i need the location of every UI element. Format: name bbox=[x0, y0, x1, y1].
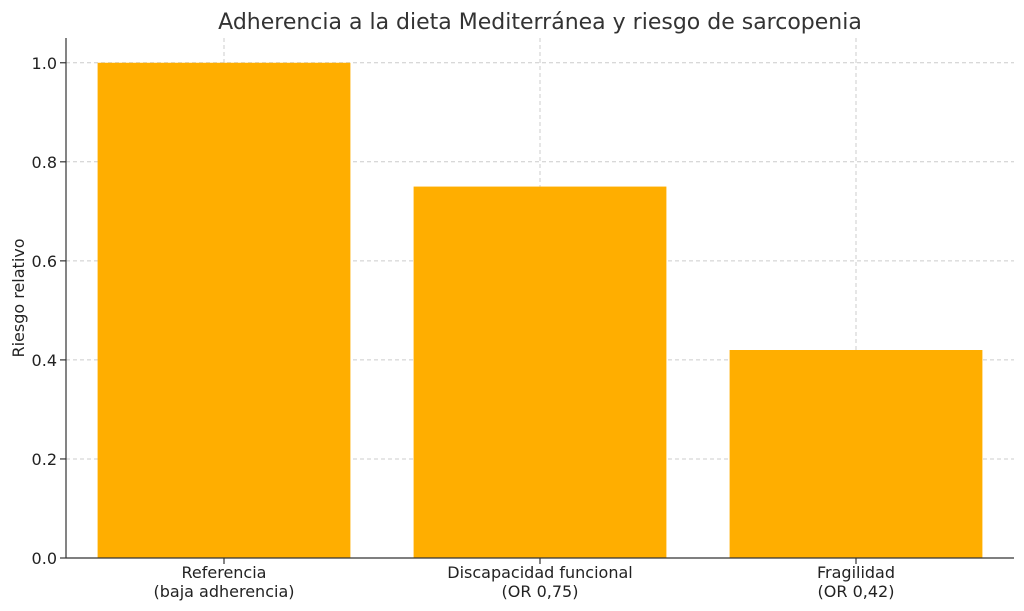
bar bbox=[413, 186, 667, 559]
x-tick-label: Discapacidad funcional (OR 0,75) bbox=[447, 563, 632, 601]
x-tick-label-line: Fragilidad bbox=[817, 563, 895, 582]
tick-layer: 0.0 0.2 0.4 0.6 0.8 1.0 Referencia (baja adhere… bbox=[32, 54, 895, 601]
bar-layer bbox=[97, 62, 983, 559]
x-tick-label-line: (OR 0,75) bbox=[502, 582, 579, 601]
y-tick-label: 0.0 bbox=[32, 549, 57, 568]
chart-title: Adherencia a la dieta Mediterránea y rie… bbox=[218, 10, 862, 35]
bar bbox=[729, 350, 983, 558]
x-tick-label-line: Discapacidad funcional bbox=[447, 563, 632, 582]
y-tick-label: 0.6 bbox=[32, 252, 57, 271]
y-axis-label: Riesgo relativo bbox=[9, 238, 28, 357]
x-tick-label: Fragilidad (OR 0,42) bbox=[817, 563, 895, 601]
y-tick-label: 1.0 bbox=[32, 54, 57, 73]
axis-layer bbox=[60, 38, 1014, 564]
y-tick-label: 0.8 bbox=[32, 153, 57, 172]
bar bbox=[97, 62, 351, 559]
x-tick-label: Referencia (baja adherencia) bbox=[154, 563, 295, 601]
x-tick-label-line: (OR 0,42) bbox=[818, 582, 895, 601]
x-tick-label-line: Referencia bbox=[182, 563, 267, 582]
x-tick-label-line: (baja adherencia) bbox=[154, 582, 295, 601]
y-tick-label: 0.2 bbox=[32, 450, 57, 469]
y-tick-label: 0.4 bbox=[32, 351, 57, 370]
